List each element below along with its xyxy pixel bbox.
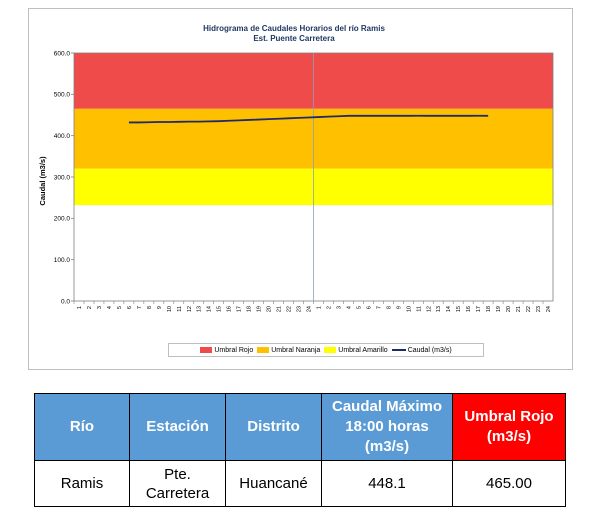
y-axis-label: Caudal (m3/s) [38,156,47,206]
x-tick-label: 10 [167,306,173,312]
x-tick-label: 18 [486,306,492,312]
y-tick-label: 100.0 [54,257,71,264]
cell-caudal-maximo: 448.1 [321,460,453,507]
hydrograph-chart: Hidrograma de Caudales Horarios del río … [38,24,554,312]
cell-distrito: Huancané [225,460,322,507]
x-tick-label: 2 [326,306,332,309]
legend-item-caudal: Caudal (m3/s) [391,346,452,354]
legend-item-umbral-amarillo: Umbral Amarillo [324,346,388,354]
x-tick-label: 9 [157,306,163,309]
x-tick-label: 10 [406,306,412,312]
series-line-caudal [128,114,489,124]
x-tick-label: 20 [267,306,273,312]
x-tick-label: 6 [127,306,133,309]
x-tick-label: 20 [506,306,512,312]
header-umbral-rojo: Umbral Rojo (m3/s) [452,393,566,461]
x-tick-label: 13 [436,306,442,312]
cell-estacion: Pte. Carretera [129,460,226,507]
legend-item-umbral-rojo: Umbral Rojo [200,347,253,354]
chart-legend: Umbral Rojo Umbral Naranja Umbral Amaril… [168,343,484,357]
legend-swatch-red [200,347,213,353]
x-tick-label: 24 [307,306,313,312]
x-tick-label: 4 [346,306,352,309]
x-tick-label: 15 [217,306,223,312]
x-tick-label: 4 [107,306,113,309]
x-tick-label: 16 [227,306,233,312]
chart-title: Hidrograma de Caudales Horarios del río … [203,24,385,33]
x-tick-label: 2 [87,306,93,309]
x-tick-label: 19 [257,306,263,312]
chart-subtitle: Est. Puente Carretera [253,34,335,43]
x-tick-label: 21 [277,306,283,312]
legend-swatch-yellow [324,347,337,353]
legend-label-umbral-rojo: Umbral Rojo [214,346,254,354]
x-tick-label: 8 [147,306,153,309]
x-tick-label: 23 [536,306,542,312]
x-tick-label: 24 [546,306,552,312]
x-tick-label: 1 [77,306,83,309]
x-tick-label: 11 [416,306,422,312]
x-tick-label: 15 [456,306,462,312]
x-tick-label: 17 [476,306,482,312]
legend-swatch-orange [257,347,270,353]
x-tick-label: 19 [496,306,502,312]
x-tick-label: 8 [386,306,392,309]
x-tick-label: 22 [287,306,293,312]
x-tick-label: 7 [137,306,143,309]
legend-swatch-line [391,349,406,351]
summary-table: Río Estación Distrito Caudal Máximo 18:0… [34,393,566,507]
legend-label-caudal: Caudal (m3/s) [407,346,452,354]
x-tick-label: 23 [297,306,303,312]
legend-label-umbral-amarillo: Umbral Amarillo [338,346,388,354]
x-tick-label: 11 [177,306,183,312]
x-tick-label: 1 [316,306,322,309]
x-tick-label: 13 [197,306,203,312]
x-tick-label: 3 [336,306,342,309]
x-tick-label: 22 [526,306,532,312]
x-tick-label: 14 [207,306,213,312]
table-header-row: Río Estación Distrito Caudal Máximo 18:0… [34,393,566,461]
header-rio: Río [34,393,130,461]
y-tick-label: 0.0 [61,298,70,305]
header-caudal-maximo: Caudal Máximo 18:00 horas (m3/s) [321,393,453,461]
chart-frame: Hidrograma de Caudales Horarios del río … [28,8,573,370]
x-tick-label: 18 [247,306,253,312]
x-tick-label: 12 [426,306,432,312]
y-tick-label: 400.0 [54,133,71,140]
table-row: Ramis Pte. Carretera Huancané 448.1 465.… [34,460,566,507]
legend-item-umbral-naranja: Umbral Naranja [257,347,320,354]
x-tick-label: 21 [516,306,522,312]
x-tick-label: 14 [446,306,452,312]
header-estacion: Estación [129,393,226,461]
x-tick-label: 12 [187,306,193,312]
x-tick-label: 5 [117,306,123,309]
x-tick-label: 9 [396,306,402,309]
header-distrito: Distrito [225,393,322,461]
y-tick-label: 200.0 [54,216,71,223]
x-tick-label: 16 [466,306,472,312]
x-tick-label: 7 [376,306,382,309]
x-tick-label: 6 [366,306,372,309]
x-tick-label: 3 [97,306,103,309]
x-tick-label: 17 [237,306,243,312]
y-tick-label: 500.0 [54,92,71,99]
cell-rio: Ramis [34,460,130,507]
y-tick-label: 300.0 [54,174,71,181]
y-tick-label: 600.0 [54,50,71,57]
x-tick-label: 5 [356,306,362,309]
cell-umbral-rojo: 465.00 [452,460,566,507]
legend-label-umbral-naranja: Umbral Naranja [271,346,321,354]
